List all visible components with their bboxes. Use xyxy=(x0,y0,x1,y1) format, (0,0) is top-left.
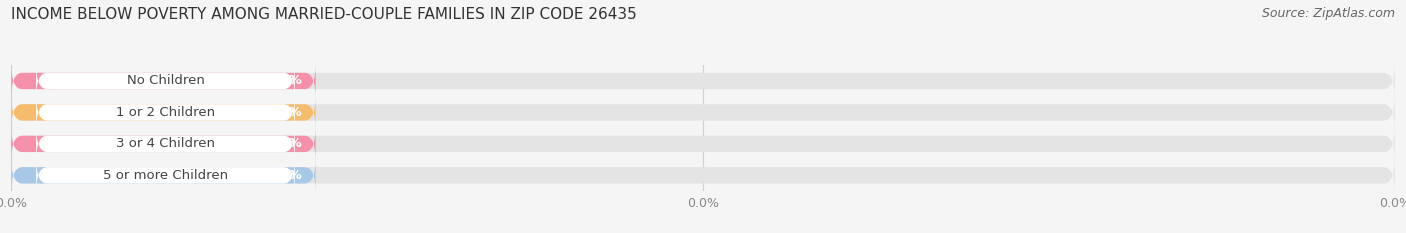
FancyBboxPatch shape xyxy=(11,96,315,129)
FancyBboxPatch shape xyxy=(11,158,315,192)
FancyBboxPatch shape xyxy=(11,64,1395,98)
Text: 1 or 2 Children: 1 or 2 Children xyxy=(115,106,215,119)
FancyBboxPatch shape xyxy=(37,96,295,129)
Text: 0.0%: 0.0% xyxy=(266,169,302,182)
FancyBboxPatch shape xyxy=(37,64,295,98)
FancyBboxPatch shape xyxy=(11,96,1395,129)
FancyBboxPatch shape xyxy=(37,158,295,192)
Text: 0.0%: 0.0% xyxy=(266,75,302,87)
FancyBboxPatch shape xyxy=(11,127,1395,161)
Text: 3 or 4 Children: 3 or 4 Children xyxy=(117,137,215,150)
FancyBboxPatch shape xyxy=(37,127,295,161)
Text: 0.0%: 0.0% xyxy=(266,106,302,119)
Text: 5 or more Children: 5 or more Children xyxy=(103,169,228,182)
Text: INCOME BELOW POVERTY AMONG MARRIED-COUPLE FAMILIES IN ZIP CODE 26435: INCOME BELOW POVERTY AMONG MARRIED-COUPL… xyxy=(11,7,637,22)
Text: 0.0%: 0.0% xyxy=(266,137,302,150)
Text: Source: ZipAtlas.com: Source: ZipAtlas.com xyxy=(1261,7,1395,20)
FancyBboxPatch shape xyxy=(11,64,315,98)
FancyBboxPatch shape xyxy=(11,158,1395,192)
FancyBboxPatch shape xyxy=(11,127,315,161)
Text: No Children: No Children xyxy=(127,75,204,87)
